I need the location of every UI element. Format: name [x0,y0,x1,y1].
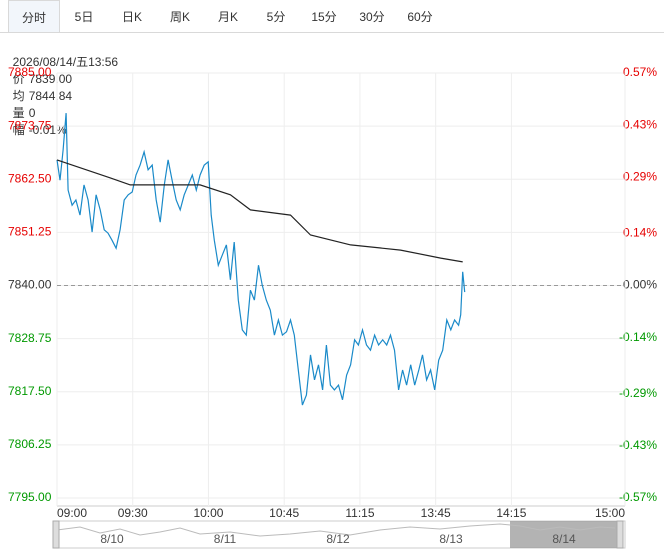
y-tick-label: 7851.25 [8,225,52,239]
y2-tick-label: 0.00% [623,278,657,292]
info-label: 幅 [12,123,25,137]
y-tick-label: 7795.00 [8,490,52,504]
info-avg: 7844.84 [28,89,73,103]
navigator-label: 8/14 [552,532,576,546]
navigator-line [56,523,616,537]
tab-bar: 分时 5日 日K 周K 月K 5分 15分 30分 60分 [0,0,664,33]
y2-tick-label: -0.57% [619,490,657,504]
info-price: 7839.00 [28,72,73,86]
navigator-label: 8/13 [439,532,463,546]
series-line [56,113,466,406]
y-tick-label: 7873.75 [8,118,52,132]
navigator: 8/10 8/11 8/12 8/13 8/14 [52,520,626,549]
y-tick-label: 7817.50 [8,384,52,398]
info-label: 量 [12,106,25,120]
x-tick-label: 11:15 [345,506,374,520]
tab[interactable]: 60分 [407,10,433,24]
y-tick-label: 7828.75 [8,331,52,345]
tab[interactable]: 日K [121,10,142,24]
tab[interactable]: 分时 [8,0,60,32]
navigator-label: 8/12 [326,532,350,546]
x-tick-label: 15:00 [595,506,625,520]
x-tick-label: 09:00 [57,506,87,520]
navigator-label: 8/11 [214,532,237,546]
y2-tick-label: 0.29% [623,170,657,184]
info-volume: 0 [28,106,36,120]
navigator-window [510,521,617,548]
info-datetime: 2026/08/14/五13:56 [12,55,119,69]
y-tick-label: 7885.00 [8,65,52,79]
tab[interactable]: 15分 [311,10,337,24]
y2-tick-label: 0.57% [623,65,657,79]
navigator-handle[interactable] [52,520,60,549]
info-label: 均 [12,89,25,103]
y-tick-label: 7806.25 [8,437,52,451]
y2-tick-label: -0.14% [619,330,657,344]
x-tick-label: 09:30 [118,506,148,520]
tab[interactable]: 5日 [74,10,94,24]
y-tick-label: 7862.50 [8,171,52,185]
y2-tick-label: -0.29% [619,386,657,400]
series-line [56,159,463,263]
y-tick-label: 7840.00 [8,278,52,292]
tab[interactable]: 月K [217,10,238,24]
y2-tick-label: -0.43% [619,438,657,452]
tab[interactable]: 5分 [266,10,286,24]
x-tick-label: 14:15 [496,506,526,520]
navigator-label: 8/10 [100,532,124,546]
tab[interactable]: 周K [169,10,190,24]
info-label: 价 [12,72,25,86]
x-tick-label: 10:45 [269,506,299,520]
x-tick-label: 13:45 [421,506,451,520]
tab[interactable]: 30分 [359,10,385,24]
y2-tick-label: 0.43% [623,117,657,131]
navigator-handle[interactable] [616,520,624,549]
x-tick-label: 10:00 [193,506,223,520]
y2-tick-label: 0.14% [623,225,657,239]
